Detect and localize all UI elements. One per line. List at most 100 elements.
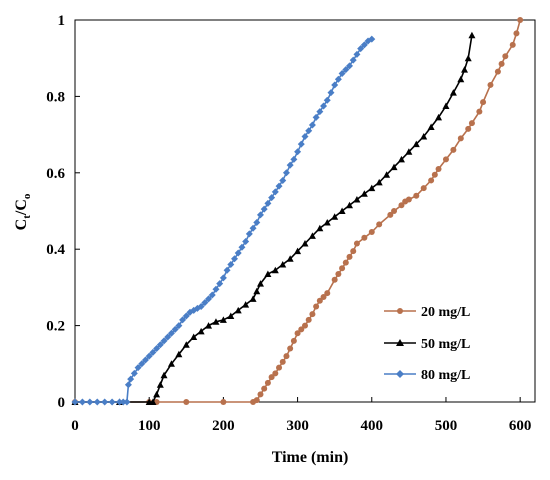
x-tick-label: 400: [361, 418, 384, 434]
y-axis-title-sub2: o: [21, 193, 33, 199]
data-point: [279, 176, 287, 184]
data-point: [368, 35, 376, 43]
data-point: [312, 113, 320, 121]
data-point: [290, 155, 298, 163]
data-point: [175, 322, 183, 330]
data-point: [375, 178, 383, 186]
data-point: [156, 381, 164, 388]
data-point: [264, 270, 272, 278]
x-tick-label: 100: [138, 418, 161, 434]
data-point: [242, 238, 250, 246]
data-point: [361, 234, 368, 241]
data-point: [124, 381, 132, 389]
data-point: [182, 312, 190, 320]
data-point: [78, 398, 86, 406]
legend-marker-80: [396, 370, 404, 378]
data-point: [457, 135, 464, 142]
data-point: [242, 301, 250, 308]
data-point: [234, 306, 242, 314]
y-tick-label: 0: [58, 395, 66, 411]
data-point: [127, 375, 135, 383]
y-axis-title-sep: /C: [13, 199, 30, 216]
data-point: [320, 102, 328, 110]
data-point: [420, 133, 428, 140]
data-point: [256, 280, 264, 287]
data-point: [376, 221, 383, 228]
data-point: [264, 199, 272, 207]
data-point: [253, 397, 260, 404]
data-point: [346, 253, 353, 260]
data-point: [238, 243, 246, 251]
data-point: [368, 184, 376, 192]
data-point: [279, 358, 286, 365]
legend-item-50: 50 mg/L: [384, 337, 470, 352]
data-point: [449, 89, 457, 96]
data-point: [461, 66, 469, 73]
data-point: [368, 229, 375, 236]
data-point: [160, 337, 168, 345]
data-point: [227, 260, 235, 268]
data-point: [420, 185, 427, 192]
data-point: [308, 232, 316, 239]
data-point: [108, 398, 116, 406]
data-point: [468, 120, 475, 127]
data-point: [219, 316, 227, 323]
data-point: [457, 75, 465, 83]
data-point: [141, 356, 149, 364]
data-point: [334, 75, 342, 83]
data-point: [313, 303, 320, 310]
data-point: [201, 299, 209, 307]
data-point: [86, 398, 94, 406]
data-point: [290, 337, 297, 344]
data-point: [308, 121, 316, 129]
data-point: [316, 224, 324, 232]
series-line: [75, 35, 473, 403]
data-point: [149, 348, 157, 356]
data-point: [442, 102, 450, 109]
data-point: [294, 148, 302, 156]
data-point: [276, 364, 283, 371]
data-point: [260, 205, 268, 213]
data-point: [346, 62, 354, 70]
data-point: [305, 316, 312, 323]
data-point: [509, 41, 516, 48]
data-point: [93, 398, 101, 406]
data-point: [513, 30, 520, 37]
data-point: [428, 177, 435, 184]
data-point: [249, 295, 257, 302]
data-point: [116, 398, 124, 406]
data-point: [339, 265, 346, 272]
data-point: [331, 81, 339, 89]
data-point: [138, 360, 146, 368]
data-point: [494, 68, 501, 75]
data-point: [282, 169, 290, 177]
data-point: [297, 140, 305, 148]
data-point: [119, 398, 127, 406]
data-point: [256, 211, 264, 219]
data-point: [464, 54, 472, 62]
data-point: [164, 333, 172, 341]
data-point: [305, 127, 313, 135]
data-point: [342, 259, 349, 266]
data-point: [205, 322, 213, 329]
y-tick-label: 0.8: [46, 89, 65, 105]
legend-label-80: 80 mg/L: [421, 368, 470, 383]
data-point: [413, 192, 420, 199]
legend-marker-20: [397, 308, 403, 314]
data-point: [268, 374, 275, 381]
data-point: [294, 247, 302, 255]
data-point: [257, 391, 264, 398]
data-point: [349, 56, 357, 64]
data-point: [101, 398, 109, 406]
data-point: [253, 218, 261, 226]
series-line: [75, 38, 373, 403]
data-point: [431, 171, 438, 178]
data-point: [323, 218, 331, 226]
data-point: [283, 353, 290, 360]
data-point: [279, 260, 287, 268]
data-point: [212, 285, 220, 293]
data-point: [309, 311, 316, 318]
data-point: [357, 45, 365, 53]
data-point: [346, 201, 354, 209]
data-point: [338, 207, 346, 214]
